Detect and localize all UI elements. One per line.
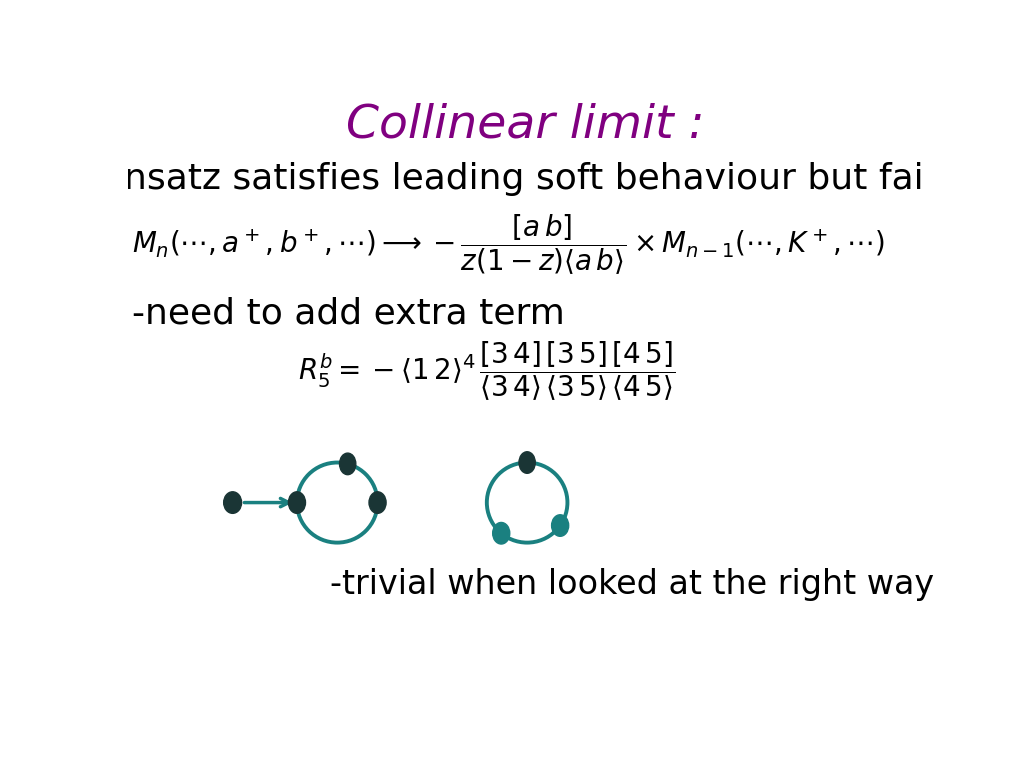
Ellipse shape bbox=[223, 492, 242, 513]
Text: nsatz satisfies leading soft behaviour but fails collinear l: nsatz satisfies leading soft behaviour b… bbox=[124, 162, 1024, 196]
Ellipse shape bbox=[519, 452, 536, 473]
Text: $R_5^b = -\langle 1\,2\rangle^4 \,\dfrac{[3\,4]\,[3\,5]\,[4\,5]}{\langle 3\,4\ra: $R_5^b = -\langle 1\,2\rangle^4 \,\dfrac… bbox=[299, 340, 676, 403]
Text: -trivial when looked at the right way: -trivial when looked at the right way bbox=[330, 568, 934, 601]
Ellipse shape bbox=[340, 453, 355, 475]
Ellipse shape bbox=[369, 492, 386, 513]
Text: $M_n(\cdots , a^+, b^+, \cdots) \longrightarrow -\dfrac{[a\,b]}{z(1-z)\langle a\: $M_n(\cdots , a^+, b^+, \cdots) \longrig… bbox=[132, 212, 885, 277]
Text: Collinear limit :: Collinear limit : bbox=[345, 103, 705, 147]
Text: -need to add extra term: -need to add extra term bbox=[132, 297, 565, 331]
Ellipse shape bbox=[289, 492, 305, 513]
Ellipse shape bbox=[552, 515, 568, 536]
Ellipse shape bbox=[493, 522, 510, 544]
